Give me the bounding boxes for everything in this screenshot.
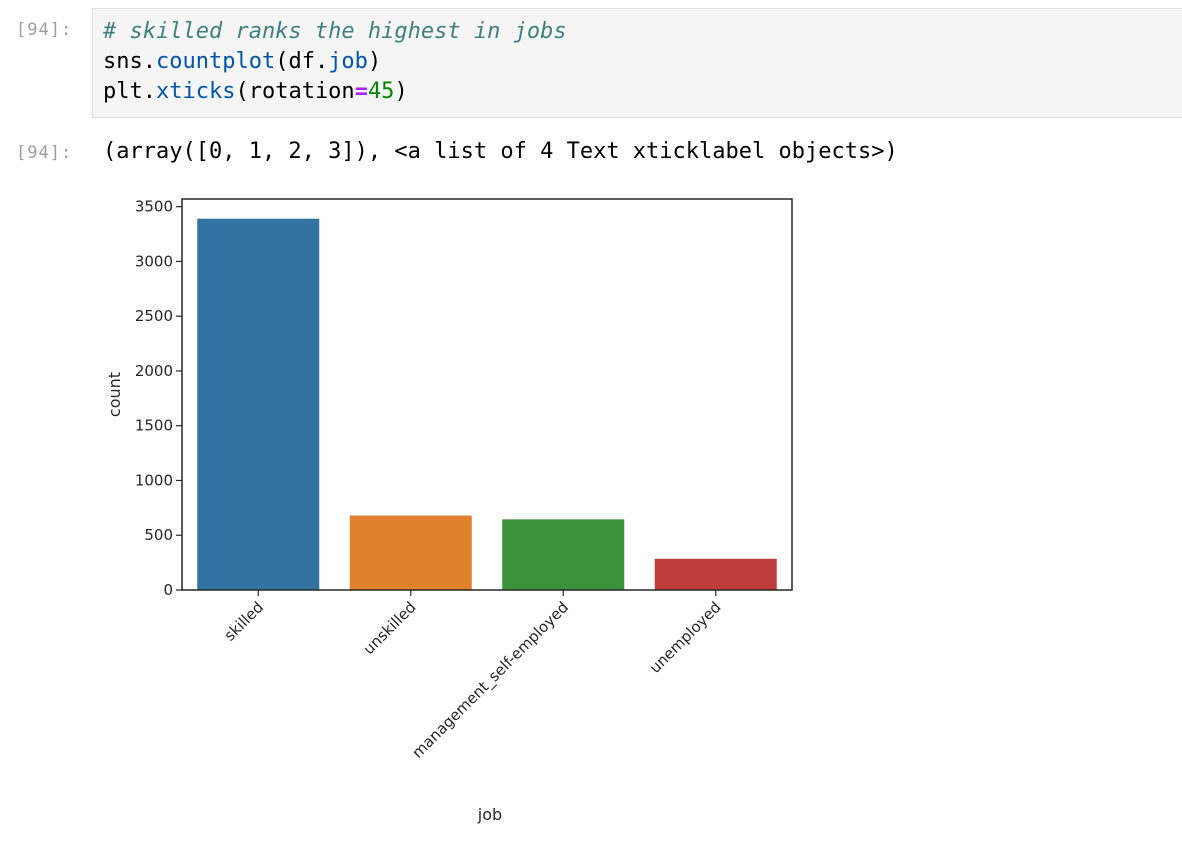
x-axis-label: job bbox=[477, 805, 502, 824]
code-editor[interactable]: # skilled ranks the highest in jobs sns.… bbox=[103, 17, 567, 107]
x-tick-label-skilled: skilled bbox=[221, 598, 268, 645]
bar-unemployed bbox=[654, 558, 777, 590]
y-tick-label: 1500 bbox=[135, 417, 173, 435]
y-tick-label: 3000 bbox=[135, 252, 173, 270]
y-tick-label: 3500 bbox=[135, 198, 173, 216]
x-tick-label-management_self-employed: management_self-employed bbox=[408, 598, 572, 762]
x-tick-label-unemployed: unemployed bbox=[646, 598, 725, 677]
output-text: (array([0, 1, 2, 3]), <a list of 4 Text … bbox=[103, 139, 898, 164]
x-tick-label-unskilled: unskilled bbox=[360, 598, 420, 658]
y-tick-label: 2500 bbox=[135, 307, 173, 325]
y-tick-label: 0 bbox=[163, 581, 173, 599]
countplot-chart: 0 500 1000 1500 2000 2500 3000 3500 skilled unsk… bbox=[105, 198, 793, 824]
input-prompt: [94]: bbox=[16, 20, 73, 40]
code-line-countplot: sns.countplot(df.job) bbox=[103, 49, 382, 74]
y-tick-label: 1000 bbox=[135, 471, 173, 489]
code-comment: # skilled ranks the highest in jobs bbox=[103, 19, 567, 44]
output-prompt: [94]: bbox=[16, 143, 73, 163]
plot-frame bbox=[181, 198, 793, 591]
code-cell-input[interactable] bbox=[92, 8, 1182, 118]
bar-unskilled bbox=[349, 515, 472, 590]
y-tick-label: 2000 bbox=[135, 362, 173, 380]
bar-management_self-employed bbox=[502, 519, 625, 590]
y-axis-label: count bbox=[105, 372, 124, 417]
code-line-xticks: plt.xticks(rotation=45) bbox=[103, 79, 408, 104]
bar-skilled bbox=[197, 218, 320, 590]
y-tick-label: 500 bbox=[144, 526, 173, 544]
